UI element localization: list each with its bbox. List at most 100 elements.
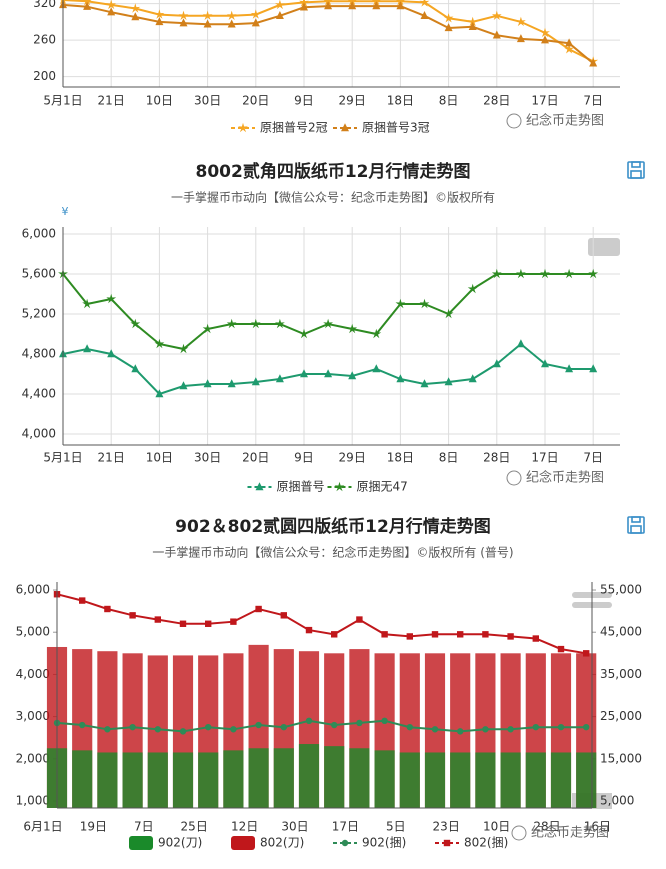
marker [154, 616, 161, 623]
y2-tick-label: 55,000 [600, 583, 642, 597]
y-tick-label: 260 [33, 33, 56, 47]
marker [356, 719, 363, 727]
x-tick-label: 18日 [387, 451, 414, 465]
marker [444, 377, 453, 386]
marker [516, 16, 526, 27]
marker [532, 723, 539, 731]
marker [323, 318, 333, 329]
marker [129, 612, 136, 619]
marker [348, 371, 357, 380]
marker [468, 374, 477, 383]
y-tick-label: 320 [33, 0, 56, 10]
legend-label: 原捆无47 [357, 480, 408, 494]
marker [251, 18, 260, 27]
marker [341, 123, 349, 132]
marker [154, 726, 161, 733]
x-tick-label: 12日 [231, 820, 258, 834]
series-line [62, 273, 594, 351]
x-tick-label: 5日 [386, 820, 406, 834]
marker [540, 27, 550, 38]
y-tick-label: 5,200 [22, 307, 56, 321]
x-tick-label: 20日 [242, 451, 269, 465]
y-tick-label: 4,400 [22, 387, 56, 401]
y-tick-label: 1,000 [16, 793, 50, 807]
x-tick-label: 7日 [583, 94, 603, 108]
x-tick-label: 5月1日 [43, 451, 82, 465]
marker [230, 726, 237, 733]
legend-label: 原捆普号 [277, 480, 325, 494]
marker [467, 283, 478, 294]
x-tick-label: 17日 [531, 94, 558, 108]
x-tick-label: 28日 [533, 820, 560, 834]
marker [468, 21, 477, 30]
save-icon[interactable] [627, 161, 645, 179]
bar [298, 744, 320, 808]
marker [104, 605, 111, 613]
x-tick-label: 17日 [332, 820, 359, 834]
marker [565, 364, 574, 373]
marker [589, 364, 598, 373]
x-tick-label: 6月1日 [23, 820, 62, 834]
bar [223, 750, 244, 808]
marker [106, 293, 117, 304]
x-tick-label: 23日 [433, 820, 460, 834]
marker [104, 726, 111, 733]
watermark: 纪念币走势图 [506, 470, 604, 486]
marker [395, 298, 406, 309]
marker [106, 0, 117, 10]
y-tick-label: 6,000 [22, 227, 56, 241]
marker [396, 374, 405, 383]
marker [255, 482, 264, 491]
y-tick-label: 4,000 [16, 667, 50, 681]
legend-label: 902(刀) [158, 836, 202, 850]
marker [347, 323, 358, 334]
marker [583, 723, 590, 731]
marker [443, 13, 454, 23]
bar [424, 752, 446, 808]
marker [79, 597, 86, 604]
legend-label: 802(捆) [464, 836, 508, 850]
series-line [62, 3, 594, 65]
marker [202, 323, 213, 334]
x-tick-label: 7日 [134, 820, 154, 834]
legend-label: 902(捆) [362, 836, 406, 850]
x-tick-label: 25日 [181, 820, 208, 834]
x-tick-label: 20日 [242, 94, 269, 108]
series-line [56, 593, 587, 655]
watermark-text: 纪念币走势图 [526, 113, 604, 129]
x-tick-label: 30日 [194, 451, 221, 465]
bar [172, 752, 194, 808]
marker [79, 721, 86, 729]
y2-tick-label: 35,000 [600, 667, 642, 681]
x-tick-label: 10日 [483, 820, 510, 834]
marker [589, 58, 598, 67]
x-tick-label: 19日 [80, 820, 107, 834]
bar [147, 752, 168, 808]
watermark-text: 纪念币走势图 [531, 825, 609, 841]
bar [248, 748, 269, 808]
x-tick-label: 21日 [98, 451, 125, 465]
marker [131, 12, 140, 21]
marker [250, 9, 261, 19]
marker [557, 645, 565, 653]
chart-title: 902＆802贰圆四版纸币12月行情走势图 [175, 516, 491, 537]
marker [255, 605, 262, 613]
bar [374, 750, 395, 808]
bar [576, 752, 597, 808]
marker [275, 11, 284, 20]
bar [525, 752, 546, 808]
bar [349, 748, 370, 808]
marker [179, 381, 188, 390]
marker [129, 723, 136, 731]
marker [205, 723, 212, 731]
marker [565, 38, 574, 47]
legend-swatch [129, 836, 153, 850]
marker [443, 308, 454, 319]
marker [178, 343, 189, 354]
y2-tick-label: 25,000 [600, 709, 642, 723]
x-tick-label: 17日 [531, 451, 558, 465]
marker [305, 626, 313, 634]
save-icon[interactable] [627, 516, 645, 534]
marker [230, 618, 237, 625]
marker [443, 839, 451, 847]
